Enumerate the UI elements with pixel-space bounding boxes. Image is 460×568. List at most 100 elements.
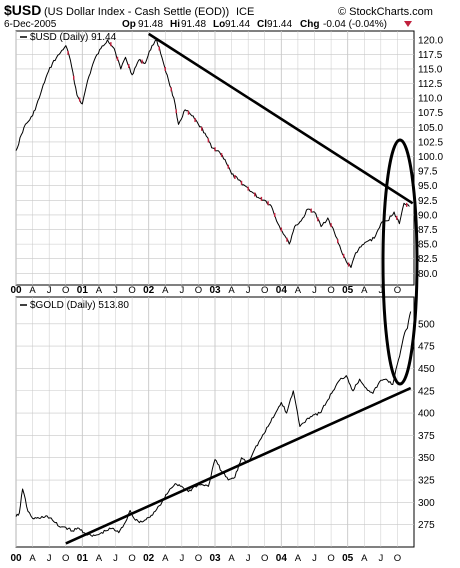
x-tick-label: A xyxy=(295,553,302,564)
open-value: 91.48 xyxy=(138,19,163,30)
usd-y-tick-label: 85.0 xyxy=(418,240,438,251)
x-tick-label: A xyxy=(29,553,36,564)
gold-y-tick-label: 450 xyxy=(418,364,435,375)
x-tick-label: O xyxy=(128,285,135,296)
x-tick-label: J xyxy=(179,553,184,564)
high-label: Hi xyxy=(170,19,180,30)
usd-gridlines xyxy=(15,31,414,285)
usd-y-tick-label: 92.5 xyxy=(418,196,438,207)
x-tick-label: J xyxy=(312,553,317,564)
usd-y-tick-label: 90.0 xyxy=(418,210,438,221)
x-tick-label: A xyxy=(228,553,235,564)
gold-y-tick-label: 300 xyxy=(418,498,435,509)
x-tick-label: 01 xyxy=(77,285,89,296)
x-tick-label: J xyxy=(312,285,317,296)
exchange-label: ICE xyxy=(236,6,254,18)
usd-y-tick-label: 115.0 xyxy=(418,64,443,75)
x-tick-label: O xyxy=(261,553,268,564)
x-tick-label: A xyxy=(162,285,169,296)
x-tick-label: A xyxy=(361,285,368,296)
usd-y-tick-label: 120.0 xyxy=(418,35,443,46)
x-tick-label: O xyxy=(327,553,334,564)
usd-price-line xyxy=(15,39,410,268)
x-tick-label: 03 xyxy=(209,553,221,564)
x-tick-label: 02 xyxy=(143,553,155,564)
x-tick-label: O xyxy=(62,553,69,564)
x-tick-label: J xyxy=(47,285,52,296)
usd-y-axis: 80.0 82.5 85.0 87.5 90.0 92.5 95.0 97.5 100.0 102… xyxy=(418,35,443,280)
usd-y-tick-label: 87.5 xyxy=(418,225,438,236)
x-tick-label: 01 xyxy=(77,553,89,564)
gold-y-tick-label: 275 xyxy=(418,520,435,531)
x-tick-label: 00 xyxy=(10,285,22,296)
source-watermark: © StockCharts.com xyxy=(338,6,433,18)
x-tick-label: O xyxy=(394,285,401,296)
usd-trendline xyxy=(147,32,414,205)
x-tick-label: O xyxy=(394,553,401,564)
open-label: Op xyxy=(122,19,136,30)
usd-y-tick-label: 97.5 xyxy=(418,167,438,178)
chart-date: 6-Dec-2005 xyxy=(4,19,57,30)
high-value: 91.48 xyxy=(181,19,206,30)
x-tick-label: 04 xyxy=(276,285,288,296)
x-tick-label: J xyxy=(378,553,383,564)
x-tick-label: J xyxy=(378,285,383,296)
x-tick-label: J xyxy=(47,553,52,564)
x-tick-label: A xyxy=(96,553,103,564)
usd-y-tick-label: 112.5 xyxy=(418,79,443,90)
usd-legend: $USD (Daily) 91.44 xyxy=(30,32,117,43)
x-tick-label: O xyxy=(195,553,202,564)
x-tick-label: A xyxy=(96,285,103,296)
down-triangle-icon xyxy=(404,21,412,27)
gold-y-tick-label: 325 xyxy=(418,476,435,487)
gold-legend: $GOLD (Daily) 513.80 xyxy=(30,300,129,311)
x-tick-label: J xyxy=(113,285,118,296)
x-tick-label: 04 xyxy=(276,553,288,564)
gold-plot xyxy=(15,311,412,545)
x-tick-label: J xyxy=(246,553,251,564)
low-value: 91.44 xyxy=(225,19,250,30)
x-tick-label: A xyxy=(29,285,36,296)
usd-y-tick-label: 105.0 xyxy=(418,123,443,134)
usd-y-tick-label: 100.0 xyxy=(418,152,443,163)
x-tick-label: A xyxy=(295,285,302,296)
gold-y-tick-label: 350 xyxy=(418,453,435,464)
x-axis-bottom: 00 A J O 01 A J O 02 A J O 03 A J O 04 A J O 05 A J O xyxy=(10,553,401,564)
usd-y-tick-label: 82.5 xyxy=(418,254,438,265)
gold-y-tick-label: 500 xyxy=(418,319,435,330)
usd-y-tick-label: 95.0 xyxy=(418,181,438,192)
x-tick-label: O xyxy=(261,285,268,296)
chart-symbol: $USD xyxy=(4,2,41,18)
usd-y-tick-label: 107.5 xyxy=(418,108,443,119)
x-tick-label: O xyxy=(195,285,202,296)
gold-y-tick-label: 425 xyxy=(418,386,435,397)
gold-trendline xyxy=(65,386,412,545)
x-tick-label: A xyxy=(162,553,169,564)
x-tick-label: J xyxy=(246,285,251,296)
usd-y-tick-label: 110.0 xyxy=(418,94,443,105)
change-label: Chg xyxy=(300,19,319,30)
gold-gridlines xyxy=(15,297,414,547)
x-tick-label: 03 xyxy=(209,285,221,296)
highlight-ellipse xyxy=(381,138,419,386)
x-tick-label: O xyxy=(128,553,135,564)
change-value: -0.04 (-0.04%) xyxy=(323,19,387,30)
x-tick-label: 05 xyxy=(342,553,354,564)
x-tick-label: A xyxy=(361,553,368,564)
usd-y-tick-label: 117.5 xyxy=(418,50,443,61)
close-value: 91.44 xyxy=(267,19,292,30)
close-label: Cl xyxy=(257,19,267,30)
x-tick-label: 00 xyxy=(10,553,22,564)
usd-y-tick-label: 80.0 xyxy=(418,269,438,280)
chart-description: (US Dollar Index - Cash Settle (EOD)) xyxy=(44,6,229,18)
low-label: Lo xyxy=(213,19,225,30)
x-tick-label: O xyxy=(327,285,334,296)
gold-y-tick-label: 475 xyxy=(418,342,435,353)
x-tick-label: 05 xyxy=(342,285,354,296)
gold-y-axis: 275 300 325 350 375 400 425 450 475 500 xyxy=(418,319,435,531)
gold-price-line xyxy=(15,311,412,537)
x-tick-label: O xyxy=(62,285,69,296)
usd-y-tick-label: 102.5 xyxy=(418,137,443,148)
gold-y-tick-label: 375 xyxy=(418,431,435,442)
